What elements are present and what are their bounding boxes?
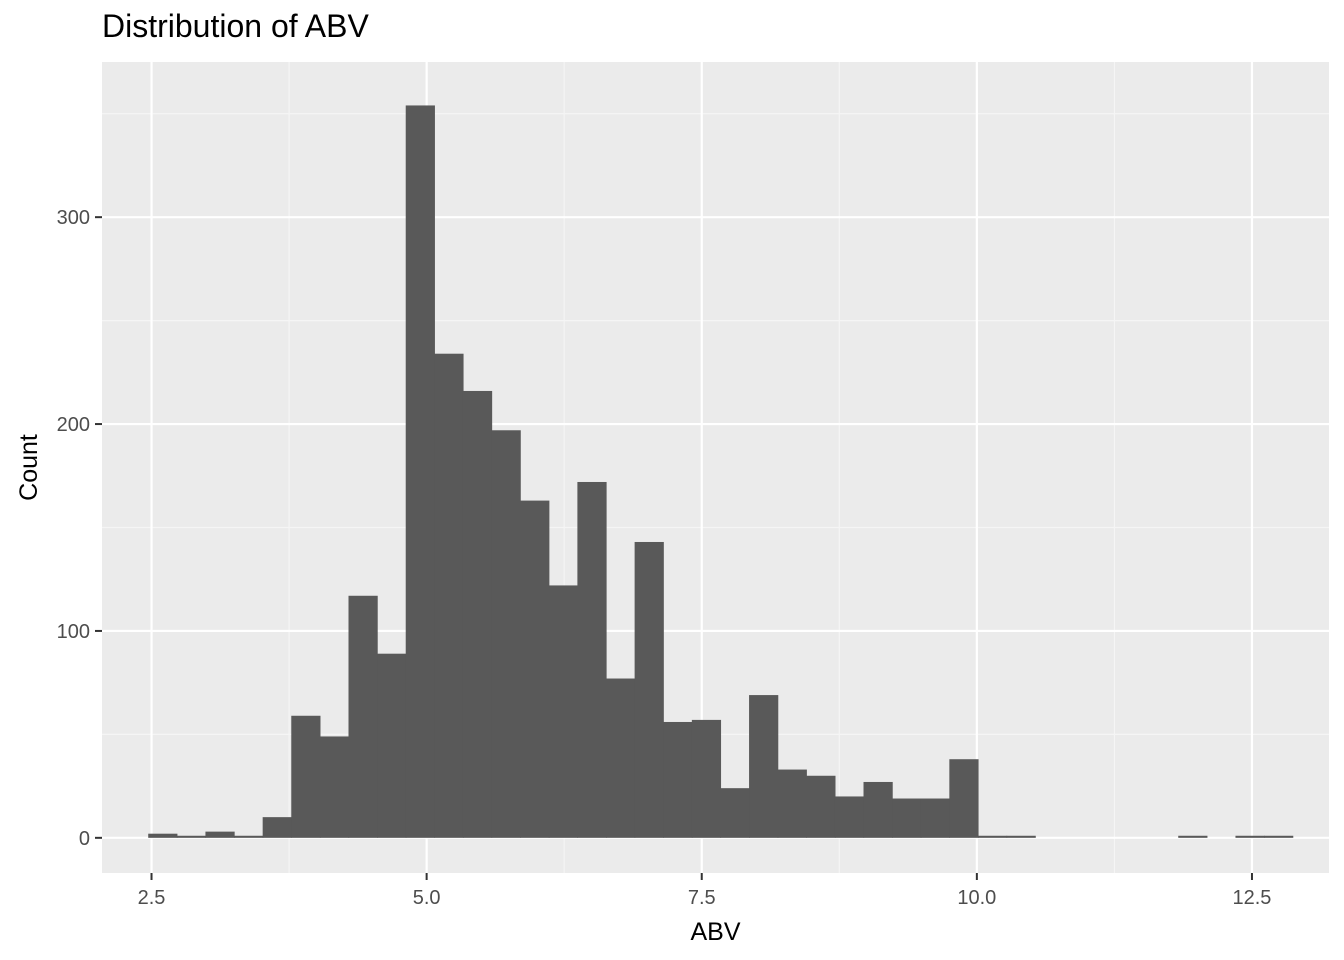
histogram-bar — [1235, 835, 1265, 838]
histogram-bar — [319, 736, 350, 838]
histogram-bar — [548, 585, 578, 838]
histogram-bar — [262, 817, 292, 838]
y-tick-label: 0 — [79, 828, 90, 850]
histogram-bar — [1264, 835, 1294, 838]
histogram-bar — [863, 781, 893, 838]
y-axis-tick-labels: 0 100 200 300 — [57, 207, 90, 850]
major-gridlines — [102, 62, 1329, 873]
axis-ticks — [95, 216, 1253, 880]
histogram-bar — [148, 833, 178, 838]
histogram-bar — [1178, 835, 1208, 838]
x-tick-label: 10.0 — [957, 887, 996, 909]
x-tick-label: 12.5 — [1232, 887, 1271, 909]
histogram-bar — [777, 769, 807, 838]
histogram-bar — [634, 541, 664, 838]
x-axis-tick-labels: 2.5 5.0 7.5 10.0 12.5 — [138, 887, 1272, 909]
histogram-bar — [348, 595, 378, 838]
chart-title: Distribution of ABV — [102, 8, 369, 44]
histogram-bar — [234, 835, 264, 838]
histogram-bar — [892, 798, 922, 838]
histogram-bar — [377, 653, 407, 838]
x-tick-label: 2.5 — [138, 887, 166, 909]
histogram-bar — [405, 105, 435, 838]
histogram-bar — [806, 775, 836, 838]
histogram-bar — [577, 481, 607, 838]
histogram-bar — [949, 759, 979, 838]
histogram-bar — [606, 678, 636, 838]
histogram-bar — [491, 430, 521, 838]
histogram-bars — [148, 105, 1294, 838]
y-tick-label: 200 — [57, 414, 90, 436]
y-tick-label: 100 — [57, 621, 90, 643]
histogram-bar — [691, 719, 722, 838]
histogram-bar — [205, 831, 235, 838]
histogram-bar — [720, 788, 750, 838]
histogram-bar — [434, 353, 464, 838]
histogram-bar — [520, 500, 550, 838]
histogram-bar — [749, 695, 779, 838]
histogram-bar — [977, 835, 1008, 838]
x-axis-title: ABV — [690, 918, 740, 946]
histogram-bar — [291, 715, 321, 838]
histogram-bar — [1006, 835, 1036, 838]
histogram-bar — [663, 721, 693, 838]
histogram-bar — [176, 835, 207, 838]
y-tick-label: 300 — [57, 207, 90, 229]
y-axis-title: Count — [15, 434, 43, 501]
x-tick-label: 5.0 — [413, 887, 441, 909]
x-tick-label: 7.5 — [688, 887, 716, 909]
histogram-bar — [920, 798, 950, 838]
histogram-bar — [834, 796, 865, 838]
histogram-bar — [462, 390, 493, 838]
